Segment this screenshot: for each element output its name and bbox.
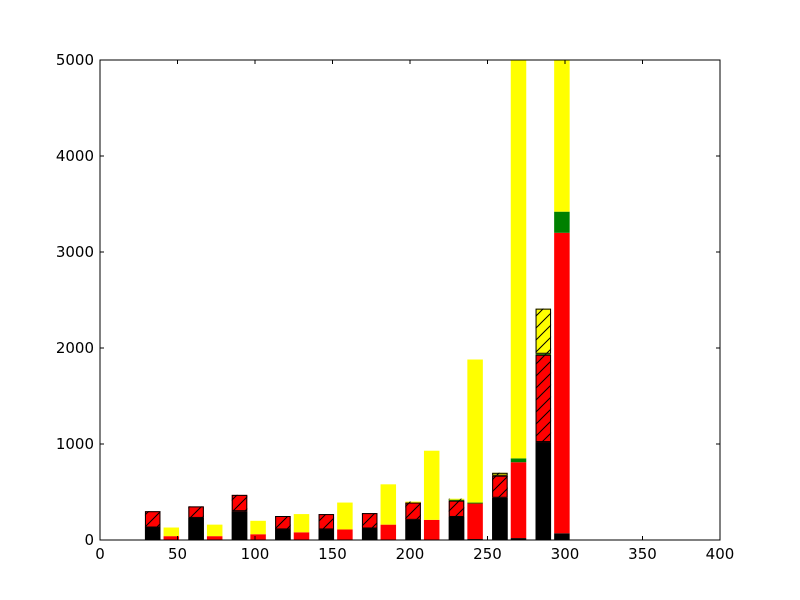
bar-solid-2-segment-1: [250, 534, 266, 540]
x-axis: 0 50 100 150 200 250 300 350 400: [95, 60, 734, 563]
bar-outlined-hatched-8-segment-3-outline: [492, 472, 508, 476]
y-tick-label-3: 3000: [56, 243, 94, 261]
bar-outlined-hatched-7-segment-2-hatch: [448, 499, 465, 501]
bar-solid-8-segment-0: [510, 538, 527, 540]
y-axis: 0 1000 2000 3000 4000 5000: [56, 51, 720, 549]
y-tick-label-5: 5000: [56, 51, 94, 69]
bar-solid-4-segment-3: [337, 502, 353, 530]
bar-solid-7-segment-1: [467, 503, 483, 540]
bar-outlined-hatched-0-segment-1-hatch: [144, 511, 161, 528]
bar-outlined-hatched-1-segment-1-hatch: [188, 506, 204, 518]
bar-outlined-hatched-8-segment-1-hatch: [492, 475, 508, 498]
x-tick-label-8: 400: [706, 545, 735, 563]
bar-outlined-hatched-2-segment-0: [231, 511, 248, 540]
bar-solid-6-segment-1: [423, 519, 440, 540]
bar-outlined-hatched-9-segment-0: [535, 442, 552, 540]
bar-solid-1-segment-3: [206, 524, 223, 537]
bar-outlined-hatched-4-segment-1-outline: [318, 514, 335, 530]
bar-outlined-hatched-7-segment-0: [448, 516, 465, 540]
bar-outlined-hatched-3-segment-1-outline: [275, 516, 291, 530]
bar-outlined-hatched-8-segment-3-hatch: [492, 472, 508, 476]
bar-outlined-hatched-8-segment-0: [492, 497, 508, 540]
bar-solid-9-segment-0: [554, 533, 570, 540]
x-tick-label-5: 250: [473, 545, 502, 563]
bar-solid-0-segment-3: [163, 527, 180, 537]
bar-outlined-hatched-3-segment-0: [275, 529, 291, 540]
bar-outlined-hatched-6-segment-1-hatch: [405, 502, 421, 520]
bar-solid-3-segment-3: [293, 514, 310, 533]
bar-outlined-hatched-2-segment-1-hatch: [231, 494, 248, 512]
bar-outlined-hatched-1-segment-1-outline: [188, 506, 204, 518]
bar-outlined-hatched-0-segment-0: [144, 527, 161, 540]
bar-solid-5-segment-3: [380, 484, 397, 525]
bar-outlined-hatched-9-segment-2-hatch: [535, 353, 552, 355]
bar-solid-8-segment-1: [510, 462, 527, 539]
x-tick-label-6: 300: [551, 545, 580, 563]
x-tick-label-2: 100: [241, 545, 270, 563]
bar-solid-9-segment-3: [554, 60, 570, 212]
bar-outlined-hatched-9-segment-3-hatch: [535, 308, 552, 354]
bar-solid-9-segment-2: [554, 211, 570, 233]
x-tick-label-0: 0: [95, 545, 105, 563]
bar-solid-5-segment-1: [380, 524, 397, 540]
plot-frame: [99, 59, 721, 541]
y-tick-label-0: 0: [84, 531, 94, 549]
bar-outlined-hatched-5-segment-0: [361, 528, 378, 540]
y-tick-label-4: 4000: [56, 147, 94, 165]
bar-solid-7-segment-3: [467, 359, 483, 503]
bar-solid-8-segment-2: [510, 458, 527, 463]
x-tick-label-3: 150: [318, 545, 347, 563]
bar-outlined-hatched-4-segment-1-hatch: [318, 514, 335, 530]
bar-solid-6-segment-3: [423, 450, 440, 520]
bar-solid-2-segment-3: [250, 520, 266, 535]
bar-outlined-hatched-7-segment-3-hatch: [448, 498, 465, 500]
bar-outlined-hatched-5-segment-1-outline: [361, 513, 378, 529]
bar-outlined-hatched-2-segment-1-outline: [231, 494, 248, 512]
y-tick-label-2: 2000: [56, 339, 94, 357]
bar-solid-9-segment-1: [554, 232, 570, 534]
bar-solid-0-segment-1: [163, 536, 180, 540]
bar-outlined-hatched-6-segment-1-outline: [405, 502, 421, 520]
bar-solid-8-segment-3: [510, 60, 527, 459]
bar-solid-3-segment-1: [293, 532, 310, 540]
x-tick-label-7: 350: [628, 545, 657, 563]
bar-outlined-hatched-9-segment-1-hatch: [535, 354, 552, 443]
bars-layer: [144, 60, 570, 541]
bar-solid-7-segment-2: [467, 502, 483, 504]
bar-outlined-hatched-6-segment-3-hatch: [405, 501, 421, 503]
y-tick-label-1: 1000: [56, 435, 94, 453]
bar-outlined-hatched-9-segment-1-outline: [535, 354, 552, 443]
bar-outlined-hatched-7-segment-1-hatch: [448, 500, 465, 517]
bar-outlined-hatched-0-segment-1-outline: [144, 511, 161, 528]
bar-outlined-hatched-6-segment-0: [405, 519, 421, 540]
x-tick-label-4: 200: [396, 545, 425, 563]
x-tick-label-1: 50: [168, 545, 187, 563]
bar-solid-4-segment-1: [337, 529, 353, 540]
bar-outlined-hatched-8-segment-1-outline: [492, 475, 508, 498]
bar-outlined-hatched-9-segment-3-outline: [535, 308, 552, 354]
bar-solid-1-segment-1: [206, 536, 223, 540]
bar-outlined-hatched-3-segment-1-hatch: [275, 516, 291, 530]
bar-outlined-hatched-5-segment-1-hatch: [361, 513, 378, 529]
bar-outlined-hatched-7-segment-1-outline: [448, 500, 465, 517]
bar-outlined-hatched-1-segment-0: [188, 517, 204, 540]
bar-outlined-hatched-4-segment-0: [318, 529, 335, 540]
